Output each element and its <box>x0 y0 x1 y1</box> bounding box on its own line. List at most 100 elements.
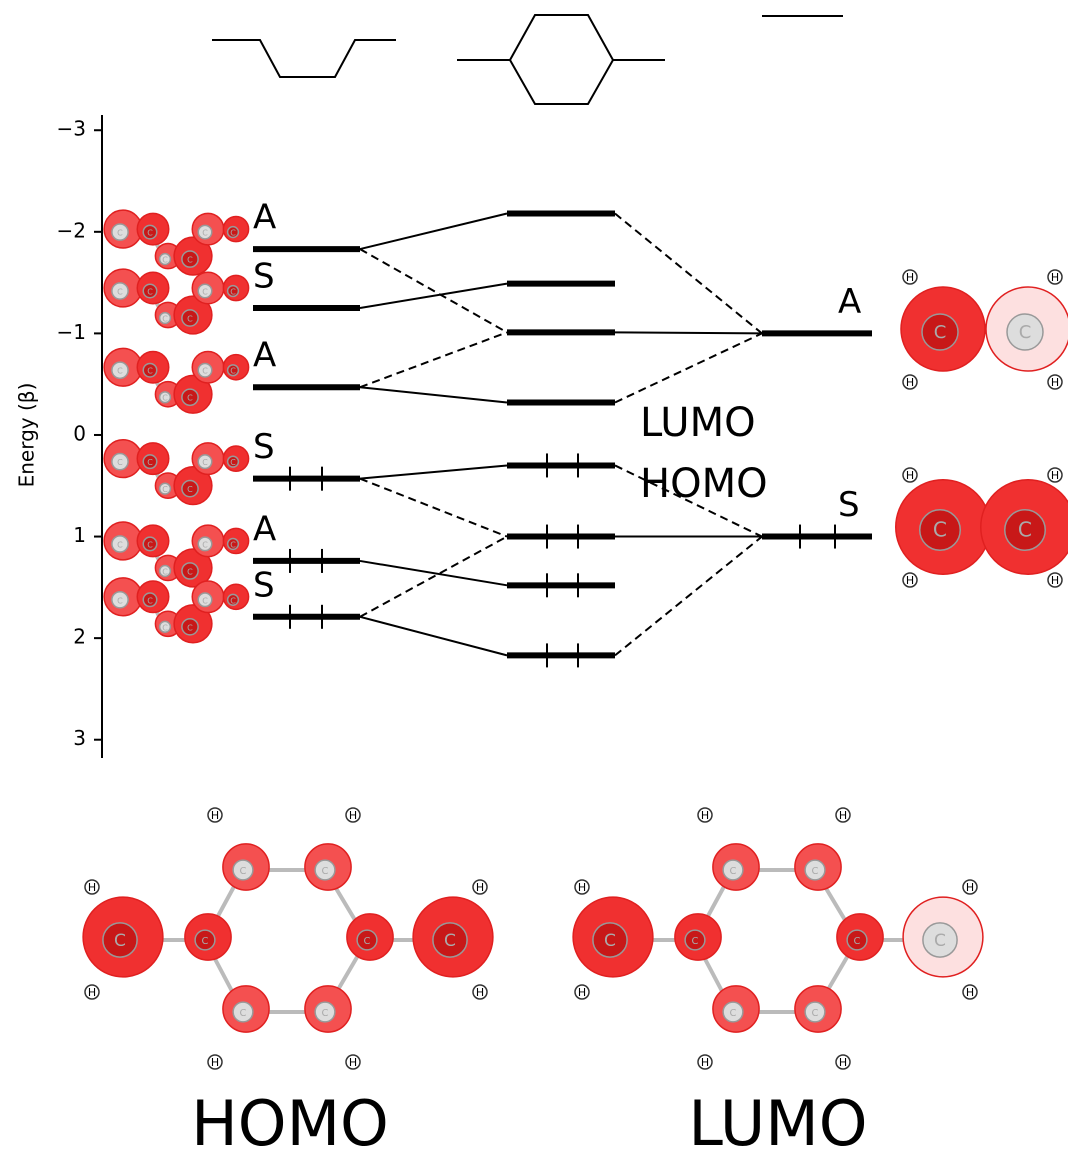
atom-label: H <box>1051 469 1059 482</box>
atom-label: C <box>147 458 153 467</box>
atom-label: C <box>812 1008 819 1019</box>
symmetry-label: S <box>253 565 275 605</box>
atom-label: C <box>364 936 371 947</box>
correlation-line <box>360 537 507 617</box>
correlation-line <box>360 214 507 250</box>
atom-label: H <box>1051 271 1059 284</box>
symmetry-label: A <box>838 282 861 322</box>
atom-label: C <box>202 367 208 376</box>
atom-label: C <box>230 288 236 297</box>
correlation-line <box>360 617 507 656</box>
symmetry-label: A <box>253 198 276 238</box>
atom-label: C <box>240 1008 247 1019</box>
atom-label: C <box>187 622 193 632</box>
caption: LUMO <box>688 1087 867 1151</box>
correlation-line <box>360 284 507 308</box>
butadiene-icon <box>212 40 396 77</box>
atom-label: C <box>187 314 193 324</box>
atom-label: C <box>162 315 168 324</box>
tick-label: 3 <box>73 726 86 750</box>
atom-label: H <box>349 1056 357 1069</box>
atom-label: C <box>114 931 126 951</box>
atom-label: C <box>322 1008 329 1019</box>
atom-label: H <box>839 809 847 822</box>
atom-label: H <box>476 881 484 894</box>
atom-label: C <box>162 256 168 265</box>
correlation-line <box>360 387 507 402</box>
lumo-annotation: LUMO <box>640 400 756 446</box>
atom-label: H <box>1051 574 1059 587</box>
symmetry-label: A <box>253 336 276 376</box>
atom-label: C <box>240 866 247 877</box>
atom-label: C <box>187 484 193 494</box>
fragment-icons <box>212 15 843 104</box>
mo-diagram: Energy (β) LUMO HOMO HOMO LUMO −3 −2 −1 0 1 2… <box>0 0 1068 1151</box>
atom-label: H <box>211 1056 219 1069</box>
atom-label: C <box>730 1008 737 1019</box>
atom-label: C <box>934 931 946 951</box>
atom-label: C <box>322 866 329 877</box>
atom-label: C <box>162 567 168 576</box>
symmetry-label: S <box>253 257 275 297</box>
tick-label: 1 <box>73 523 86 547</box>
atom-label: C <box>187 566 193 576</box>
atom-label: C <box>162 394 168 403</box>
benzene-icon <box>510 15 613 104</box>
correlation-line <box>615 333 762 402</box>
atom-label: C <box>202 540 208 549</box>
atom-label: C <box>812 866 819 877</box>
atom-label: C <box>692 936 699 947</box>
symmetry-label: S <box>838 485 860 525</box>
tick-label: 2 <box>73 625 86 649</box>
correlation-line <box>360 561 507 585</box>
atom-label: C <box>117 595 123 605</box>
atom-label: C <box>187 255 193 265</box>
atom-label: C <box>117 457 123 467</box>
atom-label: C <box>230 596 236 605</box>
symmetry-label: A <box>253 509 276 549</box>
atom-label: C <box>162 623 168 632</box>
atom-label: C <box>117 228 123 238</box>
atom-label: H <box>211 809 219 822</box>
correlation-line <box>360 249 507 332</box>
atom-label: C <box>934 322 947 343</box>
atom-label: C <box>147 288 153 297</box>
atom-label: C <box>230 367 236 376</box>
atom-label: C <box>1019 322 1032 343</box>
axis-label: Energy (β) <box>15 383 39 488</box>
atom-label: H <box>839 1056 847 1069</box>
atom-label: C <box>162 485 168 494</box>
tick-label: −3 <box>57 117 86 141</box>
correlation-line <box>615 332 762 333</box>
atom-label: H <box>88 881 96 894</box>
atom-label: C <box>147 540 153 549</box>
atom-label: H <box>906 469 914 482</box>
atom-label: C <box>202 596 208 605</box>
atom-label: H <box>906 271 914 284</box>
atom-label: H <box>906 574 914 587</box>
atom-label: C <box>117 287 123 297</box>
atom-label: H <box>1051 376 1059 389</box>
atom-label: C <box>854 936 861 947</box>
tick-label: 0 <box>73 421 86 445</box>
atom-label: H <box>701 809 709 822</box>
atom-label: H <box>578 881 586 894</box>
tick-label: −2 <box>57 218 86 242</box>
atom-label: C <box>147 229 153 238</box>
tick-label: −1 <box>57 320 86 344</box>
caption: HOMO <box>191 1087 389 1151</box>
correlation-line <box>360 465 507 478</box>
atom-label: C <box>933 518 947 542</box>
atom-label: C <box>187 393 193 403</box>
atom-label: H <box>349 809 357 822</box>
correlation-line <box>615 214 762 334</box>
atom-label: H <box>701 1056 709 1069</box>
atom-label: C <box>202 936 209 947</box>
homo-annotation: HOMO <box>640 461 768 507</box>
correlation-line <box>615 537 762 656</box>
atom-label: C <box>1018 518 1032 542</box>
atom-label: H <box>966 881 974 894</box>
atom-label: H <box>476 986 484 999</box>
atom-label: H <box>578 986 586 999</box>
atom-label: C <box>147 596 153 605</box>
